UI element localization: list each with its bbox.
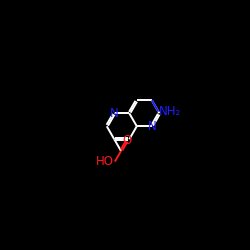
Text: O: O xyxy=(122,134,132,147)
Text: N: N xyxy=(110,107,119,120)
Text: HO: HO xyxy=(96,155,114,168)
Text: NH₂: NH₂ xyxy=(159,105,182,118)
Text: N: N xyxy=(148,120,156,133)
